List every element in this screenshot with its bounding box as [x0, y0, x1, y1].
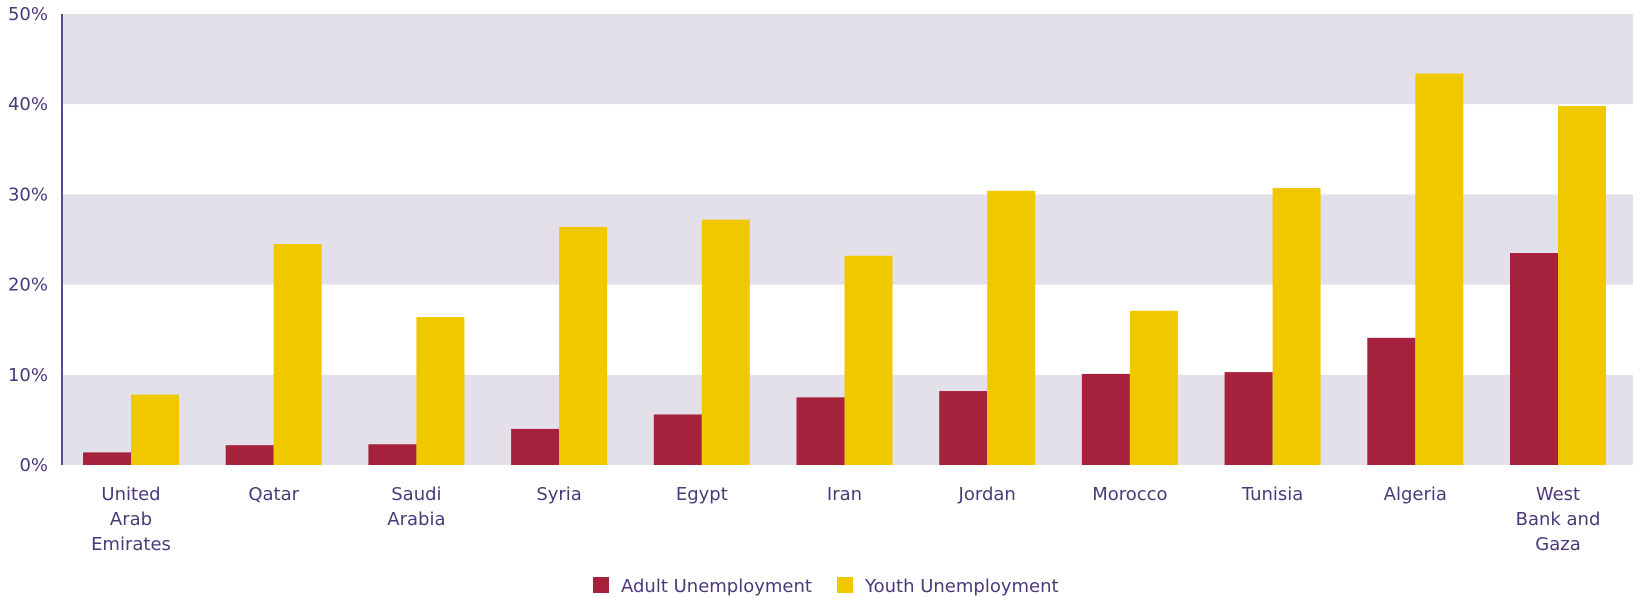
category-labels: United Arab Emirates Qatar Saudi Arabia Syria E…: [91, 484, 1600, 555]
bar-youth-unemployment: [1558, 106, 1606, 465]
bar-adult-unemployment: [368, 444, 417, 465]
bar-youth-unemployment: [1129, 310, 1178, 465]
bar-youth-unemployment: [416, 317, 465, 465]
bar-adult-unemployment: [653, 414, 702, 465]
bar-adult-unemployment: [796, 397, 845, 465]
bar-adult-unemployment: [83, 452, 131, 465]
bar-youth-unemployment: [1415, 73, 1464, 466]
x-category-label: United Arab Emirates: [91, 484, 171, 555]
y-tick-label: 50%: [8, 4, 48, 25]
legend-swatch: [837, 577, 853, 593]
bar-adult-unemployment: [939, 391, 988, 465]
legend-label: Youth Unemployment: [864, 576, 1059, 597]
bar-adult-unemployment: [1224, 372, 1273, 465]
bar-youth-unemployment: [844, 255, 893, 465]
grid-band: [62, 14, 1633, 105]
legend: Adult Unemployment Youth Unemployment: [593, 576, 1059, 597]
bar-youth-unemployment: [131, 394, 179, 465]
x-category-label: Saudi Arabia: [387, 484, 445, 530]
x-category-label: Qatar: [248, 484, 299, 505]
bar-youth-unemployment: [987, 190, 1036, 466]
x-category-label: Iran: [827, 484, 862, 505]
legend-label: Adult Unemployment: [621, 576, 812, 597]
bar-youth-unemployment: [559, 226, 608, 465]
bar-adult-unemployment: [1510, 253, 1558, 465]
bar-youth-unemployment: [273, 244, 322, 465]
bar-adult-unemployment: [1367, 337, 1416, 465]
y-tick-label: 0%: [19, 455, 48, 476]
y-tick-label: 40%: [8, 94, 48, 115]
bar-youth-unemployment: [701, 219, 750, 465]
bar-adult-unemployment: [511, 428, 560, 465]
x-category-label: Morocco: [1092, 484, 1167, 505]
bar-adult-unemployment: [1081, 373, 1130, 465]
bars: [83, 73, 1606, 466]
x-category-label: Tunisia: [1241, 484, 1304, 505]
x-category-label: Jordan: [958, 484, 1016, 505]
legend-swatch: [593, 577, 609, 593]
x-category-label: Syria: [536, 484, 582, 505]
y-axis-ticks: 0% 10% 20% 30% 40% 50%: [8, 4, 48, 476]
x-category-label: Egypt: [676, 484, 728, 505]
y-tick-label: 10%: [8, 365, 48, 386]
x-category-label: West Bank and Gaza: [1516, 484, 1601, 555]
y-tick-label: 20%: [8, 275, 48, 296]
y-tick-label: 30%: [8, 184, 48, 205]
bar-adult-unemployment: [225, 445, 274, 465]
bar-youth-unemployment: [1272, 188, 1321, 465]
x-category-label: Algeria: [1384, 484, 1447, 505]
